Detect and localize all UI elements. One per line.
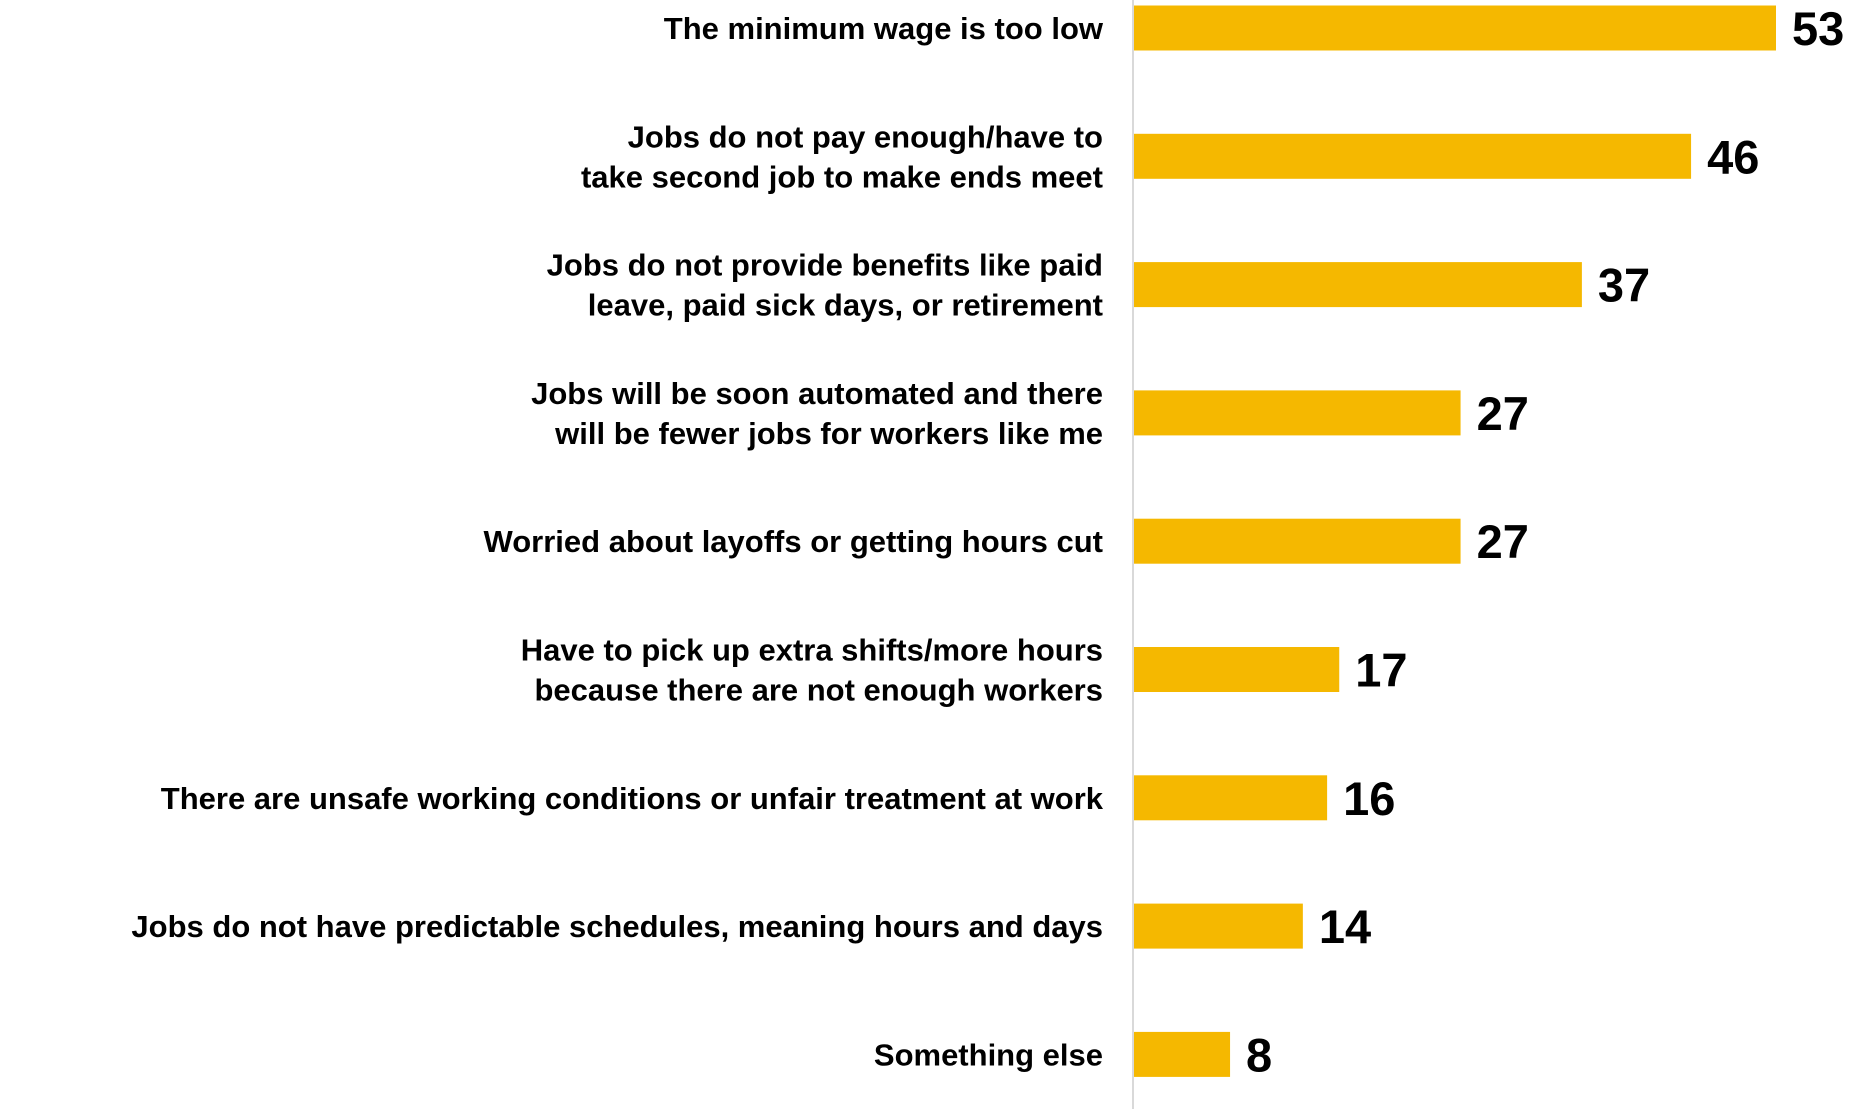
category-label-1-line-1: take second job to make ends meet: [581, 159, 1103, 194]
category-label-7: Jobs do not have predictable schedules, …: [131, 909, 1103, 944]
value-label-8: 8: [1246, 1028, 1272, 1081]
category-label-4-line-0: Worried about layoffs or getting hours c…: [484, 524, 1103, 559]
value-label-3: 27: [1477, 387, 1529, 440]
category-labels-layer: The minimum wage is too low Jobs do not p…: [131, 11, 1103, 1072]
bar-5: [1133, 647, 1340, 692]
category-label-3-line-0: Jobs will be soon automated and there: [531, 376, 1103, 411]
bar-0: [1133, 5, 1776, 51]
value-label-5: 17: [1355, 644, 1407, 697]
bar-2: [1133, 262, 1582, 308]
category-label-5-line-1: because there are not enough workers: [534, 673, 1103, 708]
value-labels-layer: 53 46 37 27 27 17 16 14 8: [1246, 2, 1844, 1081]
category-label-4: Worried about layoffs or getting hours c…: [484, 524, 1103, 559]
bar-7: [1133, 903, 1303, 949]
value-label-1: 46: [1707, 130, 1759, 183]
category-label-8-line-0: Something else: [874, 1037, 1103, 1072]
category-label-2-line-1: leave, paid sick days, or retirement: [588, 288, 1103, 323]
category-label-0-line-0: The minimum wage is too low: [664, 11, 1104, 46]
value-label-0: 53: [1792, 2, 1844, 55]
category-label-8: Something else: [874, 1037, 1103, 1072]
value-label-6: 16: [1343, 772, 1395, 825]
bar-4: [1133, 518, 1461, 564]
value-label-4: 27: [1477, 515, 1529, 568]
value-label-7: 14: [1319, 900, 1371, 953]
category-label-3: Jobs will be soon automated and there wil…: [531, 376, 1103, 451]
category-label-7-line-0: Jobs do not have predictable schedules, …: [131, 909, 1103, 944]
category-label-1: Jobs do not pay enough/have to take secon…: [581, 119, 1103, 194]
category-label-2-line-0: Jobs do not provide benefits like paid: [547, 248, 1103, 283]
bars-layer: [1133, 5, 1776, 1077]
category-label-5-line-0: Have to pick up extra shifts/more hours: [521, 633, 1103, 668]
bar-3: [1133, 390, 1461, 436]
bar-6: [1133, 775, 1328, 821]
category-label-6: There are unsafe working conditions or u…: [161, 781, 1104, 816]
category-label-2: Jobs do not provide benefits like paid le…: [547, 248, 1103, 323]
category-label-5: Have to pick up extra shifts/more hours b…: [521, 633, 1103, 708]
category-label-0: The minimum wage is too low: [664, 11, 1104, 46]
bar-8: [1133, 1031, 1231, 1077]
category-label-1-line-0: Jobs do not pay enough/have to: [628, 119, 1103, 154]
bar-1: [1133, 133, 1692, 179]
category-label-6-line-0: There are unsafe working conditions or u…: [161, 781, 1104, 816]
category-label-3-line-1: will be fewer jobs for workers like me: [554, 416, 1103, 451]
value-label-2: 37: [1598, 259, 1650, 312]
